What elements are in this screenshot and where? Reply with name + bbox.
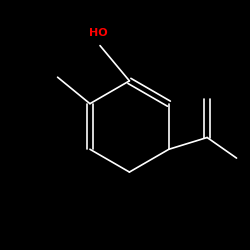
Text: HO: HO [89,28,108,38]
